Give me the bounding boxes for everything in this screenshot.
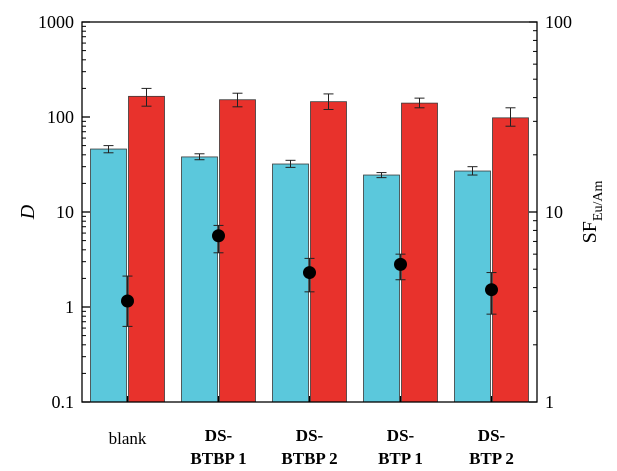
y-right-tick-label-0: 1 (545, 392, 554, 412)
x-tick-label-2: DS- BTBP 2 (281, 426, 337, 466)
bars-layer (90, 95, 529, 403)
ticks-layer (82, 21, 537, 403)
y-axis-right-label: SFEu/Am (579, 181, 606, 244)
x-tick-label-1: DS- BTBP 1 (190, 426, 246, 466)
bar-series2-3 (401, 102, 438, 403)
bar-series1-2 (272, 163, 309, 403)
x-tick-label-4-line-1: BTP 2 (469, 449, 514, 466)
y-axis-right-label-sub: Eu/Am (591, 181, 606, 222)
x-tick-label-1-line-1: BTBP 1 (190, 449, 246, 466)
x-tick-label-3: DS- BTP 1 (378, 426, 423, 466)
bar-series1-1 (181, 156, 218, 403)
y-left-tick-label-0: 0.1 (52, 392, 75, 412)
bar-series2-0 (128, 95, 165, 403)
y-right-tick-label-1: 10 (545, 202, 563, 222)
bar-series2-4 (492, 117, 529, 403)
x-tick-label-2-line-0: DS- (296, 426, 324, 445)
data-point-3 (394, 257, 407, 271)
y-left-tick-label-1: 1 (65, 297, 74, 317)
y-left-tick-label-2: 10 (56, 202, 74, 222)
bar-series1-4 (454, 170, 491, 403)
y-left-tick-label-3: 100 (47, 107, 74, 127)
x-tick-label-3-line-0: DS- (387, 426, 415, 445)
x-tick-label-3-line-1: BTP 1 (378, 449, 423, 466)
data-point-0 (121, 294, 134, 308)
x-tick-label-4: DS- BTP 2 (469, 426, 514, 466)
y-left-tick-label-4: 1000 (38, 12, 74, 32)
y-axis-left-label: D (17, 204, 39, 220)
error-bars-layer (103, 87, 516, 327)
bar-series1-0 (90, 148, 127, 403)
labels-layer: blank DS- BTBP 1 DS- BTBP 2 DS- BTP 1 DS- BTP 2 0… (38, 12, 572, 468)
bar-series2-1 (219, 99, 256, 403)
y-right-tick-label-2: 100 (545, 12, 572, 32)
data-point-4 (485, 283, 498, 297)
points-layer (121, 229, 498, 308)
x-tick-label-0: blank (109, 429, 147, 448)
y-axis-right-label-main: SF (579, 221, 601, 243)
bar-series2-2 (310, 101, 347, 403)
data-point-1 (212, 229, 225, 243)
bar-series1-3 (363, 174, 400, 403)
x-tick-label-1-line-0: DS- (205, 426, 233, 445)
x-tick-label-2-line-1: BTBP 2 (281, 449, 337, 466)
data-point-2 (303, 266, 316, 280)
x-tick-label-4-line-0: DS- (478, 426, 506, 445)
